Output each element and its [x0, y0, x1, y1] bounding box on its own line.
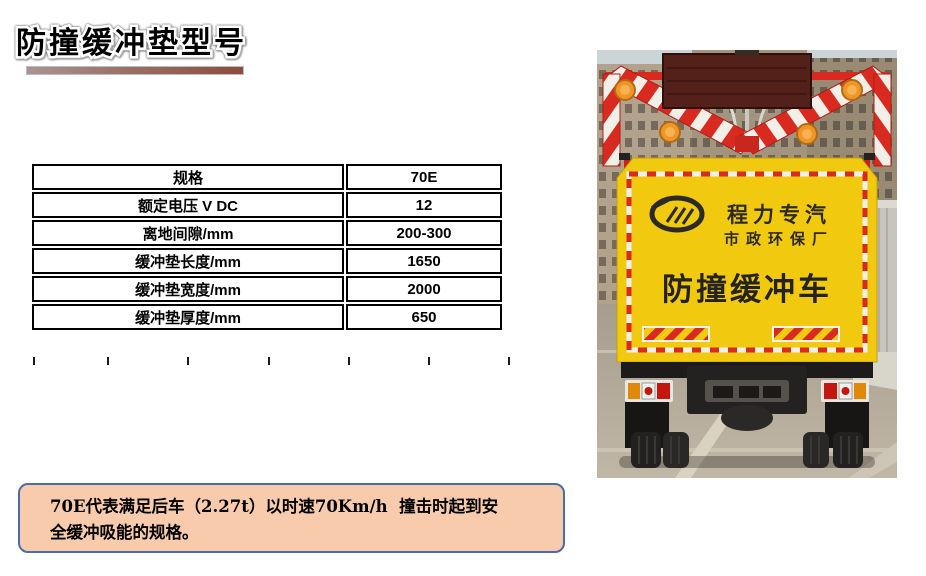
spec-value: 2000 — [346, 276, 502, 302]
spec-value: 200-300 — [346, 220, 502, 246]
spec-value: 1650 — [346, 248, 502, 274]
hazard-panel — [772, 326, 840, 342]
brand-logo-icon — [649, 195, 705, 233]
table-row: 缓冲垫长度/mm 1650 — [32, 248, 502, 274]
table-row: 缓冲垫厚度/mm 650 — [32, 304, 502, 330]
tail-light — [821, 380, 869, 402]
table-gridline — [33, 357, 35, 365]
spec-value: 70E — [346, 164, 502, 190]
cropped-table-row-fragment — [30, 357, 512, 365]
table-row: 额定电压 V DC 12 — [32, 192, 502, 218]
body-banner-text: 防撞缓冲车 — [662, 272, 832, 307]
table-gridline — [107, 357, 109, 365]
led-sign — [662, 50, 812, 109]
spec-label: 额定电压 V DC — [32, 192, 344, 218]
title-divider-bar — [26, 66, 244, 75]
page-title: 防撞缓冲垫型号 — [14, 24, 247, 64]
spec-value: 12 — [346, 192, 502, 218]
rear-axle — [721, 405, 773, 431]
truck-body: 程力专汽 市政环保厂 防撞缓冲车 — [616, 153, 878, 363]
spec-label: 离地间隙/mm — [32, 220, 344, 246]
brand-subtitle: 市政环保厂 — [724, 230, 834, 248]
spec-label: 缓冲垫长度/mm — [32, 248, 344, 274]
spec-label: 缓冲垫厚度/mm — [32, 304, 344, 330]
table-row: 规格 70E — [32, 164, 502, 190]
note-line: 全缓冲吸能的规格。 — [50, 523, 199, 542]
truck-photo-canvas: 程力专汽 市政环保厂 防撞缓冲车 — [597, 50, 897, 478]
spec-value: 650 — [346, 304, 502, 330]
note-line: 70E代表满足后车（2.27t）以时速70Km/h 撞击时起到安 — [50, 497, 499, 516]
spec-table: 规格 70E 额定电压 V DC 12 离地间隙/mm 200-300 缓冲垫长… — [30, 162, 504, 332]
table-gridline — [428, 357, 430, 365]
table-gridline — [268, 357, 270, 365]
table-gridline — [348, 357, 350, 365]
spec-label: 缓冲垫宽度/mm — [32, 276, 344, 302]
table-row: 缓冲垫宽度/mm 2000 — [32, 276, 502, 302]
lane-marking — [849, 442, 897, 478]
note-box: 70E代表满足后车（2.27t）以时速70Km/h 撞击时起到安 全缓冲吸能的规… — [18, 483, 565, 553]
tail-light — [625, 380, 673, 402]
table-gridline — [187, 357, 189, 365]
lane-marking — [675, 410, 737, 478]
table-gridline — [508, 357, 510, 365]
truck-photo: 程力专汽 市政环保厂 防撞缓冲车 — [597, 50, 897, 478]
reflective-border — [626, 171, 868, 353]
brand-name: 程力专汽 — [727, 203, 831, 227]
table-row: 离地间隙/mm 200-300 — [32, 220, 502, 246]
hazard-panel — [642, 326, 710, 342]
wheels — [631, 432, 863, 468]
spec-label: 规格 — [32, 164, 344, 190]
